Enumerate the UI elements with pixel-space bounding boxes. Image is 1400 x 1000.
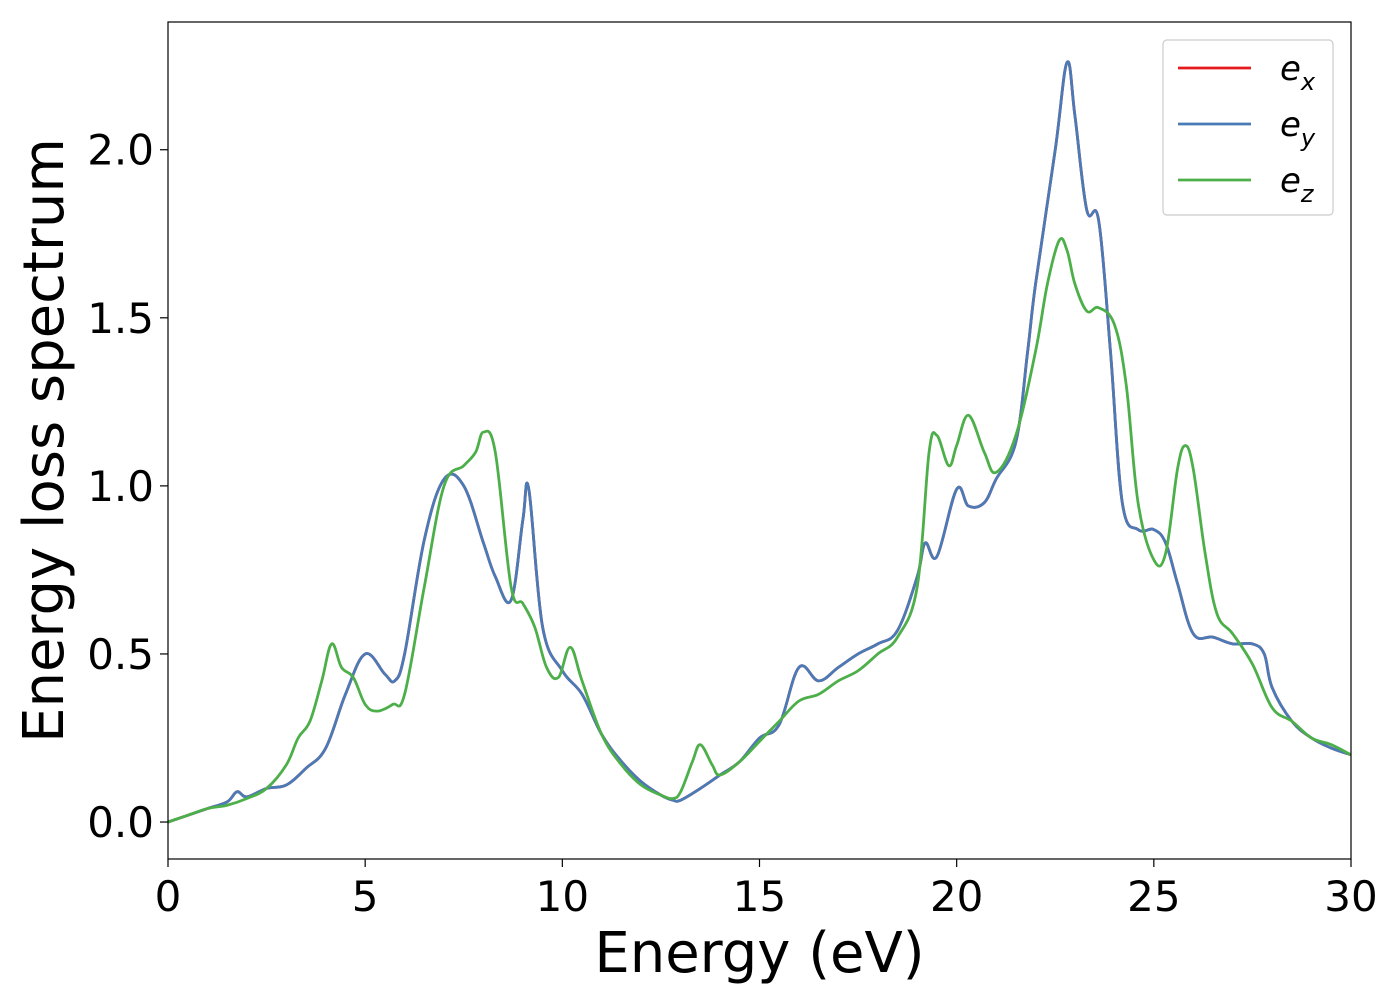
y-tick-label: 0.0 (87, 798, 154, 847)
legend-label-y: ey (1280, 105, 1316, 152)
series-layer (168, 60, 1351, 824)
legend-label-base: e (1280, 49, 1301, 89)
legend-label-subscript: x (1300, 68, 1316, 96)
x-axis: 0 5 10 15 20 25 30 (155, 859, 1378, 921)
series-line-y (168, 60, 1351, 824)
x-axis-title: Energy (eV) (594, 921, 924, 986)
legend-box (1162, 39, 1334, 216)
legend-label-subscript: y (1300, 124, 1316, 152)
x-tick-label: 0 (155, 872, 182, 921)
x-tick-label: 15 (733, 872, 786, 921)
y-tick-label: 2.0 (87, 126, 154, 175)
y-tick-label: 1.5 (87, 294, 154, 343)
y-axis: 0.0 0.5 1.0 1.5 2.0 (87, 126, 168, 847)
series-line-z (168, 237, 1351, 824)
legend-label-base: e (1280, 161, 1301, 201)
x-tick-label: 10 (536, 872, 589, 921)
legend-label-subscript: z (1300, 180, 1315, 208)
legend-label-base: e (1280, 105, 1301, 145)
y-tick-label: 1.0 (87, 462, 154, 511)
y-axis-title: Energy loss spectrum (12, 138, 77, 743)
x-tick-label: 5 (352, 872, 379, 921)
legend-label-z: ez (1280, 161, 1315, 208)
y-tick-label: 0.5 (87, 630, 154, 679)
x-tick-label: 25 (1127, 872, 1180, 921)
x-tick-label: 20 (930, 872, 983, 921)
x-tick-label: 30 (1324, 872, 1377, 921)
plot-area (167, 21, 1352, 860)
legend-label-x: ex (1280, 49, 1316, 96)
